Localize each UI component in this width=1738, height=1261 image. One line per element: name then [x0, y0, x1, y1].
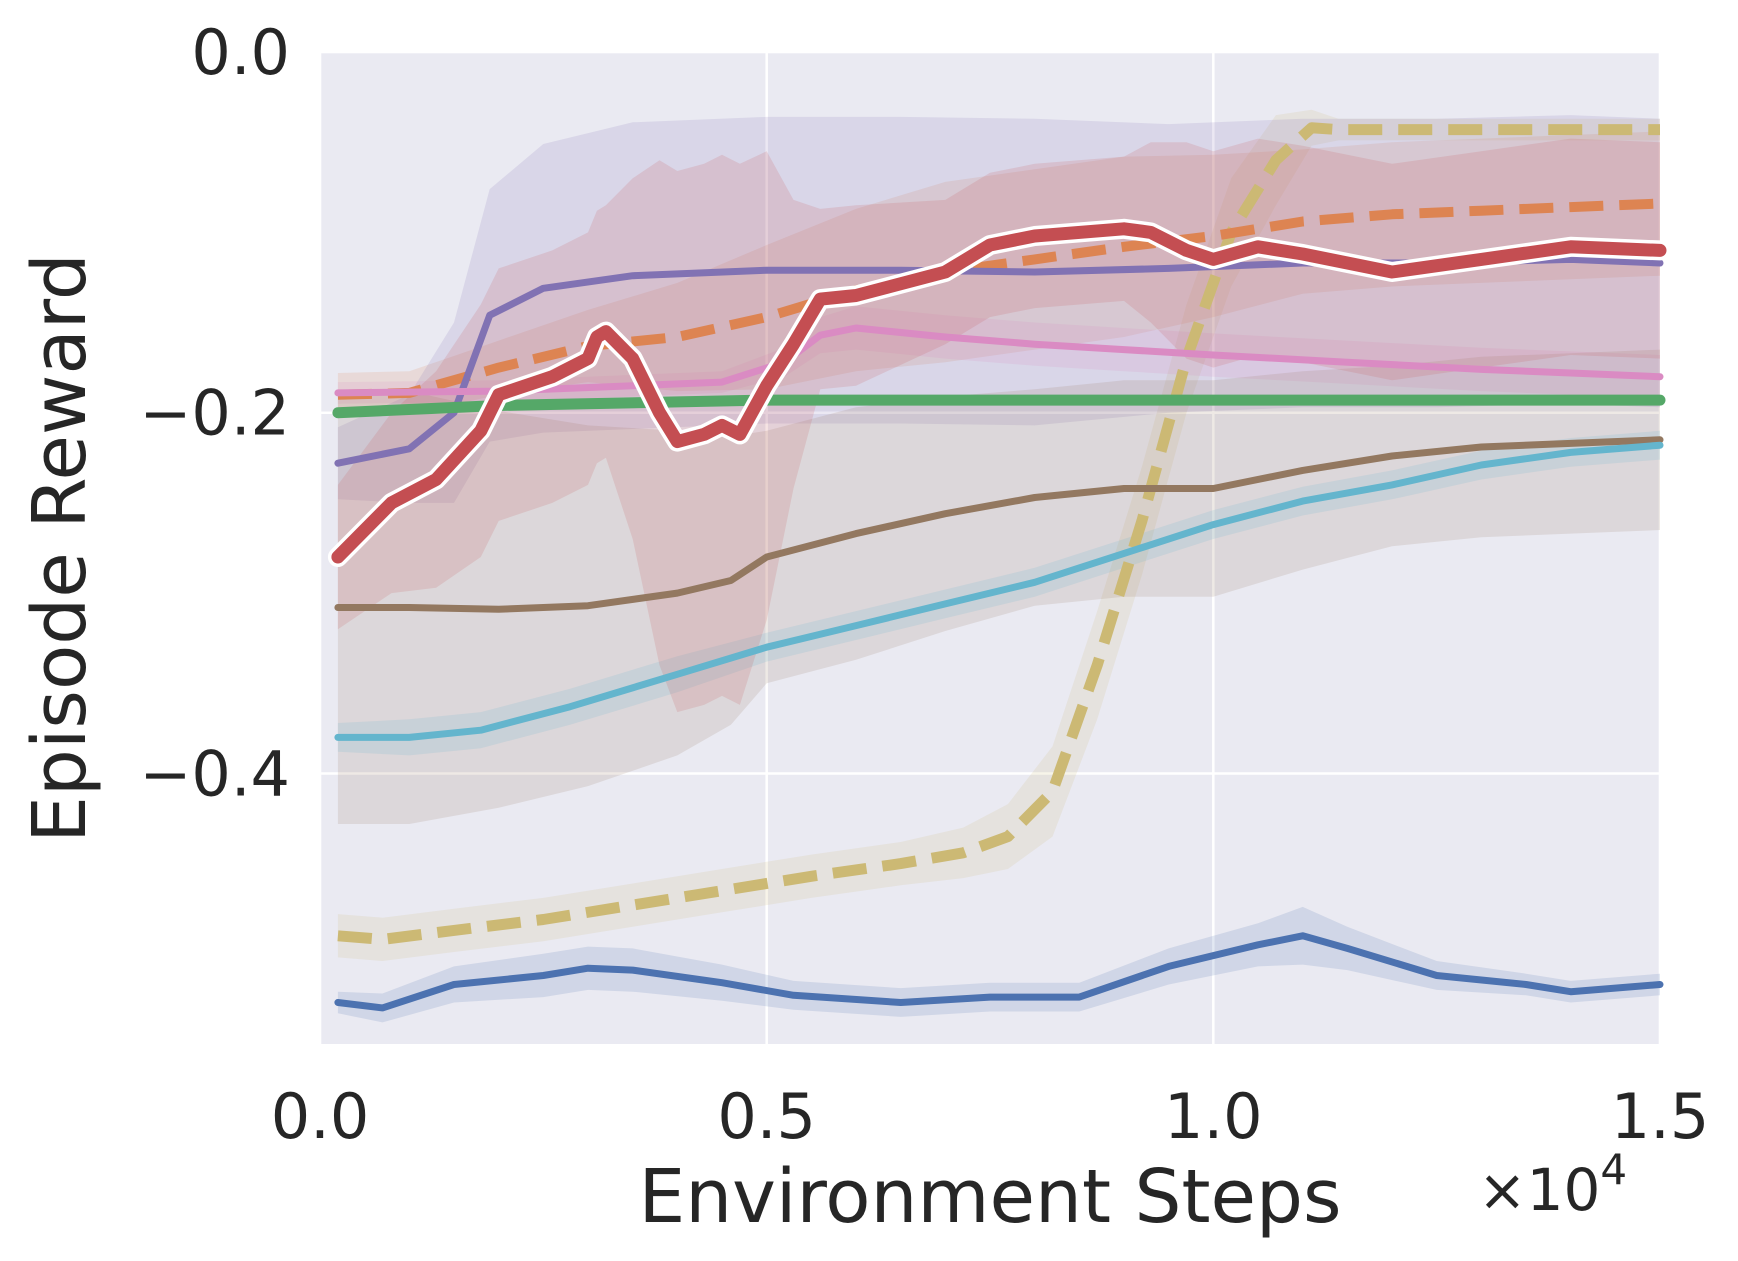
series-7-line: [334, 932, 1664, 1012]
y-tick-label-2: −0.4: [139, 737, 290, 810]
x-axis-label: Environment Steps: [638, 1154, 1341, 1240]
gridlines: [318, 50, 1662, 1044]
x-tick-label-2: 1.0: [1164, 1080, 1263, 1153]
series-1-line: [337, 198, 1661, 400]
series-0-line: [337, 122, 1660, 945]
x-tick-label-3: 1.5: [1611, 1080, 1710, 1153]
x-tick-label-0: 0.0: [271, 1080, 370, 1153]
series-8-line: [331, 222, 1667, 564]
y-axis-label: Episode Reward: [17, 253, 103, 843]
series-3-line: [334, 324, 1664, 397]
series-lines: [327, 122, 1670, 1012]
x-tick-labels: 0.0 0.5 1.0 1.5: [271, 1080, 1710, 1153]
x-axis-multiplier-exponent: 4: [1600, 1145, 1627, 1194]
x-axis-multiplier: ×104: [1478, 1145, 1627, 1224]
series-8-band: [337, 138, 1660, 713]
x-tick-label-1: 0.5: [717, 1080, 816, 1153]
x-axis-multiplier-base: ×10: [1478, 1156, 1600, 1224]
y-tick-label-1: −0.2: [139, 377, 290, 450]
y-tick-labels: 0.0 −0.2 −0.4: [139, 16, 290, 810]
series-5-line: [334, 436, 1664, 613]
series-7-band: [337, 906, 1660, 1023]
y-tick-label-0: 0.0: [191, 16, 290, 89]
series-3-band: [337, 306, 1660, 404]
series-6-line: [334, 441, 1664, 741]
